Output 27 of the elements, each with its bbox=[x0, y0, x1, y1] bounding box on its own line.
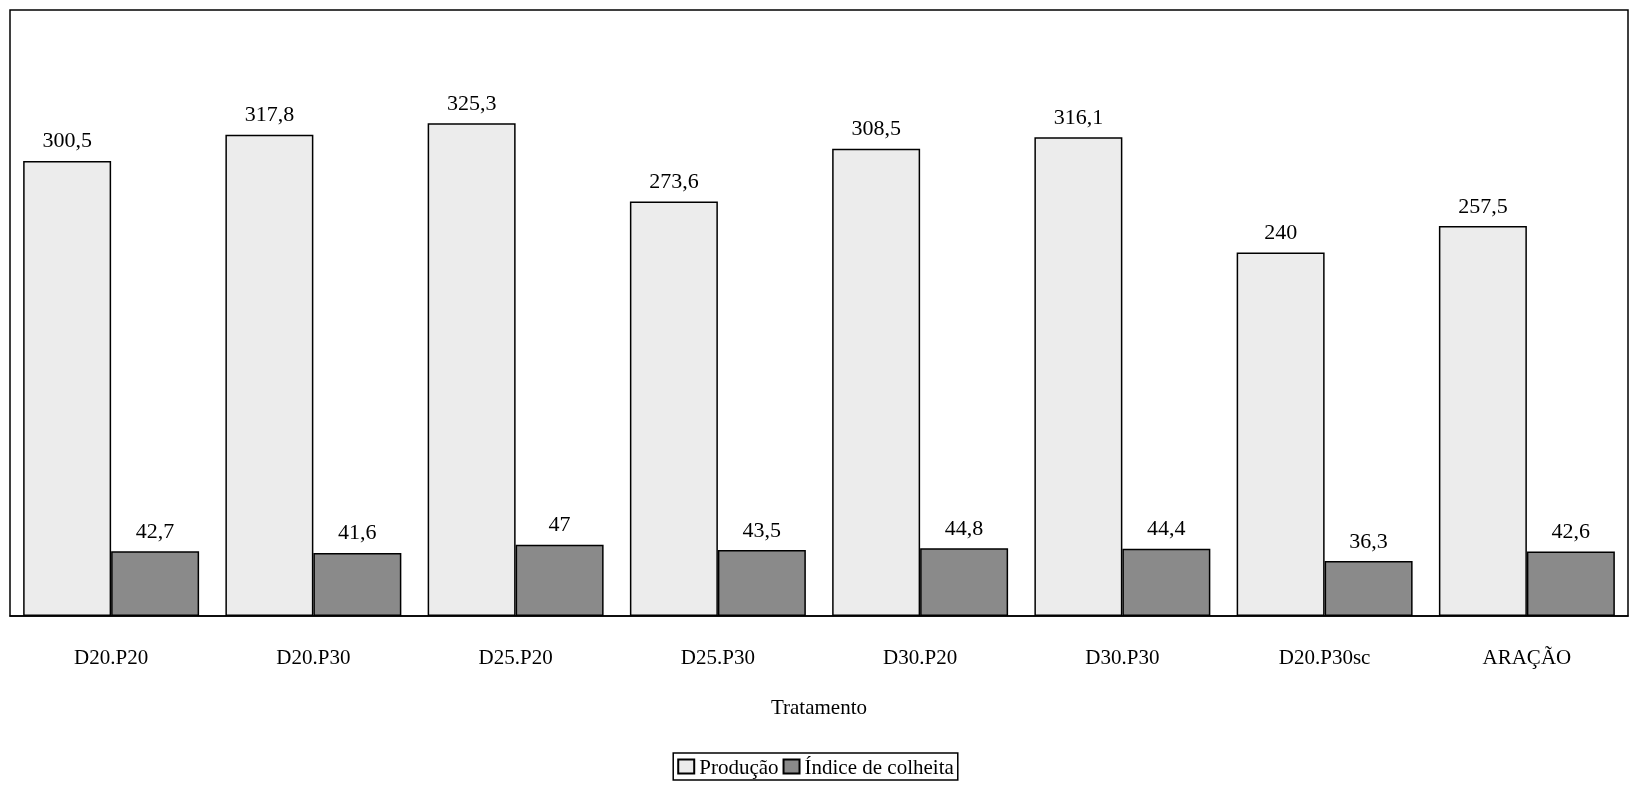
data-label: 42,7 bbox=[135, 517, 175, 543]
x-tick-label: D20.P30 bbox=[276, 644, 351, 669]
legend-label: Índice de colheita bbox=[804, 754, 955, 779]
data-label: 36,3 bbox=[1349, 527, 1388, 553]
data-label: 257,5 bbox=[1458, 192, 1508, 218]
x-tick-label: ARAÇÃO bbox=[1482, 644, 1572, 669]
data-label: 308,5 bbox=[851, 115, 901, 141]
data-label: 325,3 bbox=[446, 89, 497, 115]
data-label: 300,5 bbox=[42, 127, 92, 153]
x-tick-label: D25.P30 bbox=[680, 644, 755, 669]
data-label: 44,8 bbox=[944, 514, 984, 540]
data-label: 47 bbox=[548, 511, 571, 537]
data-label: 317,8 bbox=[244, 101, 295, 127]
x-tick-label: D30.P20 bbox=[883, 644, 958, 669]
x-tick-label: D20.P20 bbox=[74, 644, 149, 669]
x-tick-label: D25.P20 bbox=[478, 644, 553, 669]
data-label: 316,1 bbox=[1053, 103, 1104, 129]
data-label: 44,4 bbox=[1147, 515, 1186, 541]
data-label: 273,6 bbox=[649, 168, 699, 194]
data-label: 41,6 bbox=[338, 519, 377, 545]
data-label: 43,5 bbox=[742, 516, 782, 542]
x-tick-label: D20.P30sc bbox=[1278, 644, 1371, 669]
x-tick-label: D30.P30 bbox=[1085, 644, 1160, 669]
data-label: 240 bbox=[1264, 219, 1298, 245]
x-axis-title: Tratamento bbox=[770, 694, 868, 719]
data-label: 42,6 bbox=[1551, 517, 1591, 543]
legend-label: Produção bbox=[699, 754, 779, 779]
